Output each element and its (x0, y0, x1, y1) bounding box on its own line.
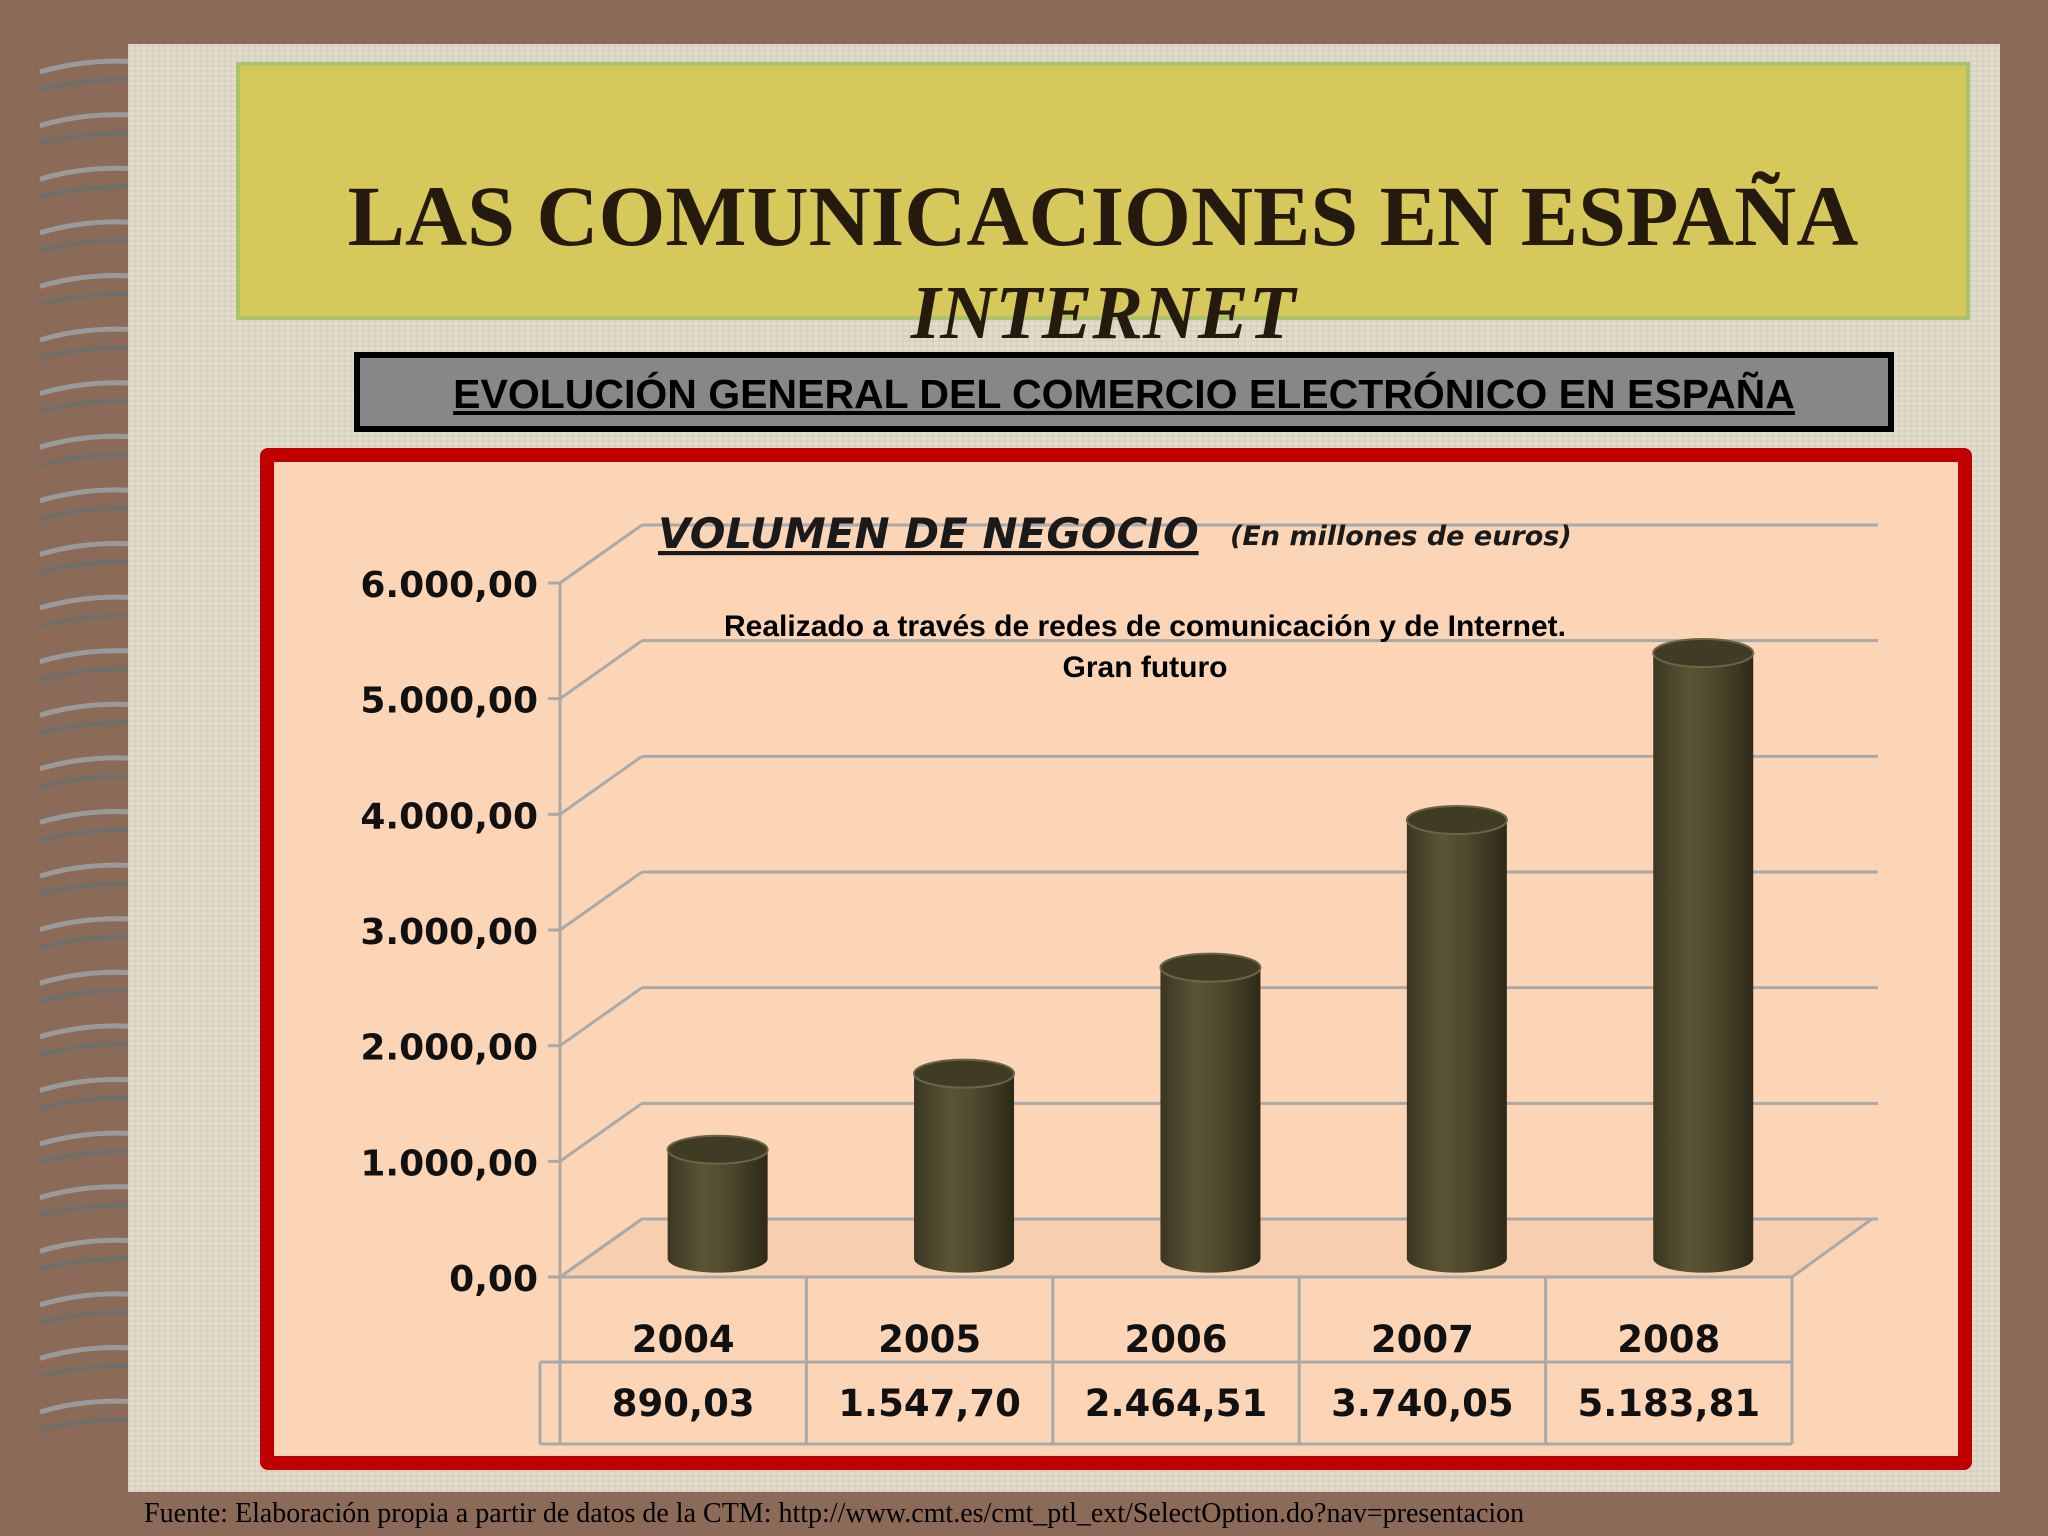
title-banner: LAS COMUNICACIONES EN ESPAÑA INTERNET (236, 62, 1970, 355)
x-tick-label: 2006 (1125, 1318, 1228, 1361)
page-subtitle: INTERNET (910, 271, 1296, 355)
data-label: 2.464,51 (1085, 1382, 1268, 1425)
chart-title: VOLUMEN DE NEGOCIO (658, 509, 1199, 558)
source-footnote: Fuente: Elaboración propia a partir de d… (144, 1498, 1525, 1529)
y-tick-label: 0,00 (449, 1259, 538, 1300)
bar (1652, 638, 1755, 1273)
y-tick-label: 4.000,00 (360, 796, 538, 837)
y-tick-label: 2.000,00 (360, 1028, 538, 1069)
bar (913, 1058, 1016, 1273)
chart-units-note: (En millones de euros) (1230, 521, 1572, 552)
page-title: LAS COMUNICACIONES EN ESPAÑA (347, 168, 1859, 264)
gridline (548, 523, 1878, 585)
y-tick-label: 5.000,00 (360, 681, 538, 722)
bar (666, 1134, 769, 1273)
y-tick-label: 3.000,00 (360, 912, 538, 953)
y-tick-label: 6.000,00 (360, 565, 538, 606)
data-label: 5.183,81 (1578, 1382, 1761, 1425)
section-heading: EVOLUCIÓN GENERAL DEL COMERCIO ELECTRÓNI… (453, 371, 1795, 417)
bar (1159, 952, 1262, 1273)
x-tick-label: 2005 (878, 1318, 981, 1361)
chart-annotation-line1: Realizado a través de redes de comunicac… (724, 610, 1566, 643)
x-tick-label: 2008 (1617, 1318, 1720, 1361)
y-tick-label: 1.000,00 (360, 1143, 538, 1184)
chart-annotation-line2: Gran futuro (1063, 651, 1228, 684)
data-label: 890,03 (612, 1382, 755, 1425)
x-tick-label: 2004 (632, 1318, 735, 1361)
data-label: 3.740,05 (1331, 1382, 1514, 1425)
x-tick-label: 2007 (1371, 1318, 1474, 1361)
bar (1405, 805, 1508, 1273)
data-label: 1.547,70 (838, 1382, 1021, 1425)
section-heading-box: EVOLUCIÓN GENERAL DEL COMERCIO ELECTRÓNI… (354, 352, 1894, 432)
gridline (548, 639, 1878, 701)
